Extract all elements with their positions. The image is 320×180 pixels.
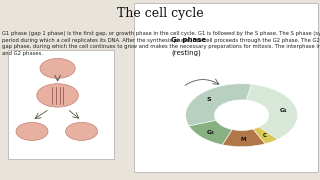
- Circle shape: [37, 84, 78, 107]
- Wedge shape: [189, 120, 232, 145]
- Text: G₁: G₁: [280, 109, 288, 113]
- Wedge shape: [246, 84, 298, 143]
- FancyBboxPatch shape: [134, 3, 318, 172]
- Wedge shape: [186, 84, 251, 126]
- Circle shape: [66, 122, 98, 140]
- Text: G1 phase (gap 1 phase) is the first gap, or growth phase in the cell cycle. G1 i: G1 phase (gap 1 phase) is the first gap,…: [2, 31, 320, 56]
- FancyBboxPatch shape: [8, 50, 114, 159]
- Circle shape: [16, 122, 48, 140]
- Wedge shape: [222, 129, 265, 147]
- Text: G₂: G₂: [207, 130, 215, 135]
- Text: (resting): (resting): [171, 49, 201, 56]
- Text: M: M: [241, 137, 246, 142]
- Circle shape: [40, 58, 75, 78]
- Text: G₀ phase: G₀ phase: [171, 37, 206, 43]
- Text: C: C: [263, 133, 267, 138]
- Wedge shape: [253, 127, 277, 144]
- Text: The cell cycle: The cell cycle: [117, 7, 203, 20]
- Text: S: S: [206, 97, 211, 102]
